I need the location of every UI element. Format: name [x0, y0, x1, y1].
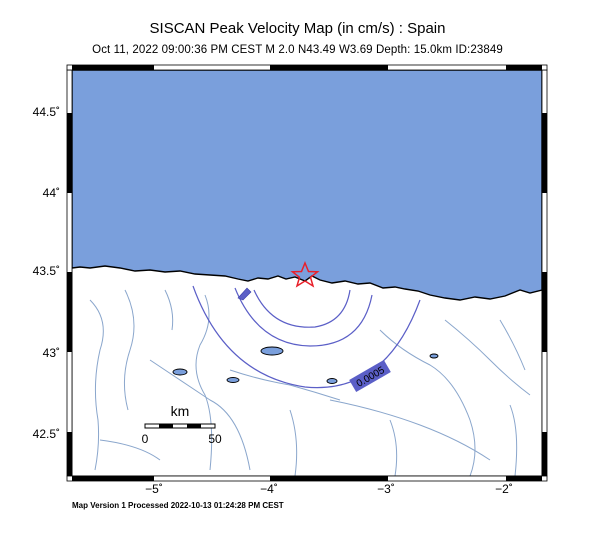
- star-icon: [290, 261, 320, 288]
- map-footer: Map Version 1 Processed 2022-10-13 01:24…: [72, 501, 284, 510]
- lon-tick-label: −4˚: [260, 482, 278, 496]
- lat-tick-label: 43.5˚: [32, 264, 60, 278]
- scale-bar-start: 0: [142, 432, 149, 446]
- contour-label-marker: [237, 287, 252, 301]
- scale-bar-end: 50: [208, 432, 222, 446]
- lat-tick-label: 44.5˚: [32, 105, 60, 119]
- map-title: SISCAN Peak Velocity Map (in cm/s) : Spa…: [149, 20, 446, 37]
- lat-tick-label: 44˚: [42, 186, 60, 200]
- lat-tick-label: 42.5˚: [32, 427, 60, 441]
- velocity-contours: [192, 285, 421, 389]
- lakes: [172, 346, 439, 384]
- lat-tick-label: 43˚: [42, 346, 60, 360]
- map-subtitle: Oct 11, 2022 09:00:36 PM CEST M 2.0 N43.…: [92, 44, 503, 56]
- lon-tick-label: −5˚: [145, 482, 163, 496]
- lon-tick-label: −3˚: [377, 482, 395, 496]
- sea-area: [72, 70, 542, 301]
- lon-tick-label: −2˚: [495, 482, 513, 496]
- scale-bar-unit: km: [171, 403, 190, 419]
- map-frame: [66, 64, 548, 482]
- scale-bar: km 0 50: [142, 403, 222, 446]
